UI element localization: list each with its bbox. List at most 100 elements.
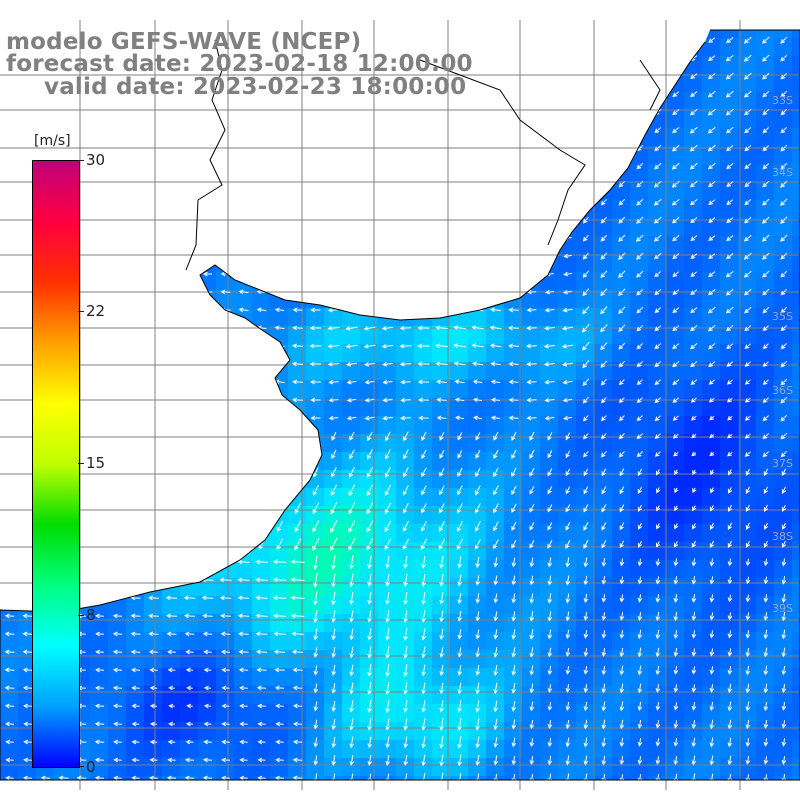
wind-arrow xyxy=(187,432,193,441)
wind-arrow xyxy=(545,289,554,295)
wind-arrow xyxy=(457,629,463,640)
wind-arrow xyxy=(582,72,590,80)
wind-arrow xyxy=(762,343,769,350)
wind-arrow xyxy=(277,467,283,478)
wind-arrow xyxy=(403,556,408,569)
wind-arrow xyxy=(238,289,249,295)
wind-arrow xyxy=(366,538,374,551)
wind-arrow xyxy=(292,127,303,133)
wind-arrow xyxy=(367,736,372,749)
wind-arrow xyxy=(292,703,303,709)
wind-arrow xyxy=(203,703,212,709)
wind-arrow xyxy=(403,755,409,766)
wind-arrow xyxy=(363,326,376,331)
wind-arrow xyxy=(727,415,733,421)
wind-arrow xyxy=(131,379,140,385)
wind-arrow xyxy=(312,537,320,551)
wind-arrow xyxy=(313,719,319,730)
wind-arrow xyxy=(113,379,122,385)
wind-arrow xyxy=(4,91,15,97)
wind-arrow xyxy=(508,415,519,421)
wind-arrow xyxy=(367,610,372,623)
wind-arrow xyxy=(708,379,715,385)
wind-arrow xyxy=(331,573,336,588)
wind-arrow xyxy=(313,701,319,712)
wind-arrow xyxy=(364,379,375,385)
wind-arrow xyxy=(112,667,123,673)
wind-arrow xyxy=(400,235,411,241)
wind-arrow xyxy=(762,198,770,206)
wind-arrow xyxy=(256,343,267,349)
wind-arrow xyxy=(221,721,230,727)
wind-arrow xyxy=(562,109,573,115)
wind-arrow xyxy=(544,199,555,205)
wind-arrow xyxy=(655,647,661,658)
wind-arrow xyxy=(94,343,105,349)
wind-arrow xyxy=(709,433,715,439)
wind-arrow xyxy=(184,613,195,619)
wind-arrow xyxy=(203,685,212,691)
wind-arrow xyxy=(383,163,392,169)
wind-arrow xyxy=(511,683,517,694)
wind-arrow xyxy=(727,612,733,621)
wind-arrow xyxy=(582,198,589,206)
wind-arrow xyxy=(331,555,336,570)
wind-arrow xyxy=(204,520,212,532)
wind-arrow xyxy=(275,109,284,115)
wind-arrow xyxy=(346,397,357,403)
wind-arrow xyxy=(148,163,159,169)
wind-arrow xyxy=(4,613,15,619)
wind-arrow xyxy=(511,665,517,676)
wind-arrow xyxy=(148,649,159,655)
wind-arrow xyxy=(203,235,212,241)
wind-arrow xyxy=(763,720,769,729)
wind-arrow xyxy=(205,432,211,441)
lat-label-38s: 38S xyxy=(772,530,793,543)
wind-arrow xyxy=(472,379,483,385)
wind-arrow xyxy=(4,703,15,709)
wind-arrow xyxy=(582,234,589,242)
wind-arrow xyxy=(421,610,426,623)
wind-arrow xyxy=(346,109,357,115)
wind-arrow xyxy=(583,575,589,586)
wind-arrow xyxy=(690,271,698,277)
wind-arrow xyxy=(547,629,553,640)
wind-arrow xyxy=(763,647,769,658)
wind-arrow xyxy=(654,145,662,152)
wind-arrow xyxy=(690,108,698,116)
wind-arrow xyxy=(183,595,196,601)
wind-arrow xyxy=(329,235,338,241)
wind-arrow xyxy=(672,289,680,295)
wind-arrow xyxy=(25,468,31,477)
wind-arrow xyxy=(565,468,571,477)
wind-arrow xyxy=(256,685,267,691)
wind-arrow xyxy=(291,361,304,367)
wind-arrow xyxy=(184,379,195,385)
wind-arrow xyxy=(167,739,176,745)
wind-arrow xyxy=(781,647,787,658)
wind-arrow xyxy=(149,703,158,709)
lat-label-33s: 33S xyxy=(772,94,793,107)
wind-arrow xyxy=(691,433,697,439)
wind-arrow xyxy=(313,755,319,766)
wind-arrow xyxy=(148,181,159,187)
wind-arrow xyxy=(691,755,697,766)
wind-arrow xyxy=(529,665,535,676)
country-border xyxy=(185,39,661,271)
wind-arrow xyxy=(690,343,698,350)
wind-arrow xyxy=(367,592,372,605)
wind-arrow xyxy=(403,449,409,460)
colorbar-tick-15: 15 xyxy=(86,454,106,472)
wind-arrow xyxy=(508,271,519,277)
wind-arrow xyxy=(619,612,625,621)
wind-arrow xyxy=(690,91,698,98)
wind-arrow xyxy=(275,757,284,763)
wind-arrow xyxy=(636,451,643,458)
wind-arrow xyxy=(274,235,285,241)
wind-arrow xyxy=(457,449,463,459)
wind-arrow xyxy=(292,199,303,205)
wind-arrow xyxy=(346,415,357,421)
wind-arrow xyxy=(493,647,499,658)
wind-arrow xyxy=(547,702,553,711)
